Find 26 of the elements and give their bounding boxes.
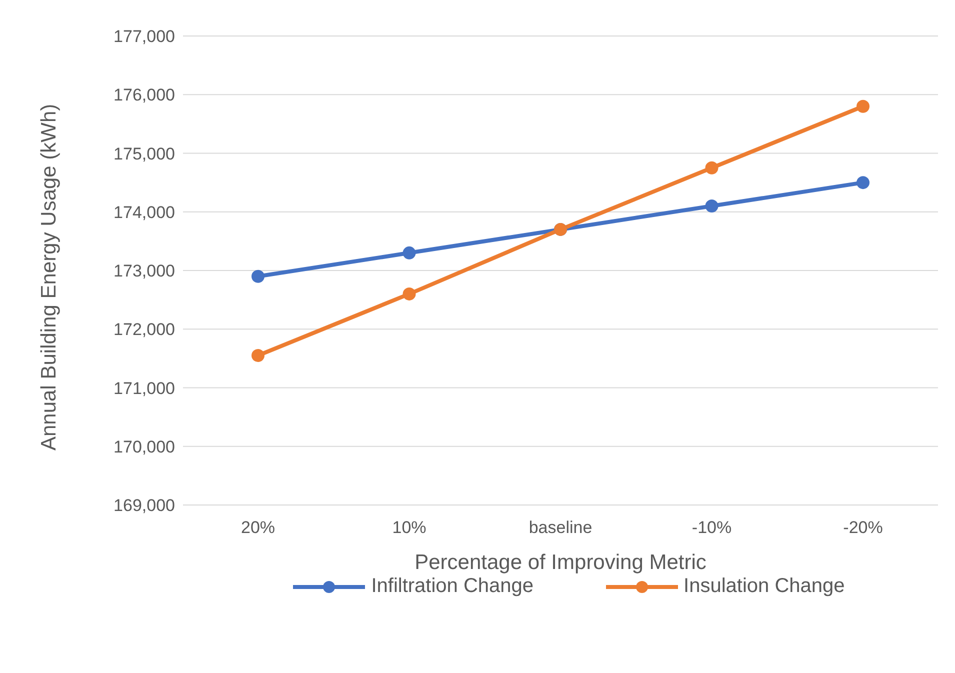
y-tick-label: 175,000: [114, 144, 175, 164]
point: [252, 349, 264, 362]
point: [402, 246, 416, 260]
y-tick-label: 171,000: [114, 378, 175, 398]
point: [252, 270, 264, 283]
x-tick-label: 20%: [240, 518, 276, 538]
point: [856, 176, 870, 190]
x-tick-label: -20%: [843, 518, 883, 538]
point: [402, 287, 416, 300]
x-tick-label: baseline: [528, 518, 592, 538]
y-tick-label: 176,000: [114, 86, 175, 105]
legend-label: Infiltration Change: [370, 575, 534, 598]
y-tick-label: 177,000: [114, 27, 175, 46]
x-axis-title: Percentage of Improving Metric: [414, 551, 706, 574]
y-tick-label: 173,000: [114, 262, 175, 281]
point: [705, 200, 718, 213]
y-tick-label: 172,000: [114, 320, 175, 340]
y-tick-label: 174,000: [114, 202, 175, 222]
legend-label: Insulation Change: [682, 575, 845, 598]
point: [856, 100, 870, 113]
point: [705, 161, 718, 174]
x-tick-label: -10%: [692, 518, 732, 538]
y-tick-label: 170,000: [114, 437, 175, 456]
y-tick-label: 169,000: [114, 496, 175, 516]
y-axis-title: Annual Building Energy Usage (kWh): [37, 104, 60, 450]
x-tick-label: 10%: [392, 518, 426, 538]
